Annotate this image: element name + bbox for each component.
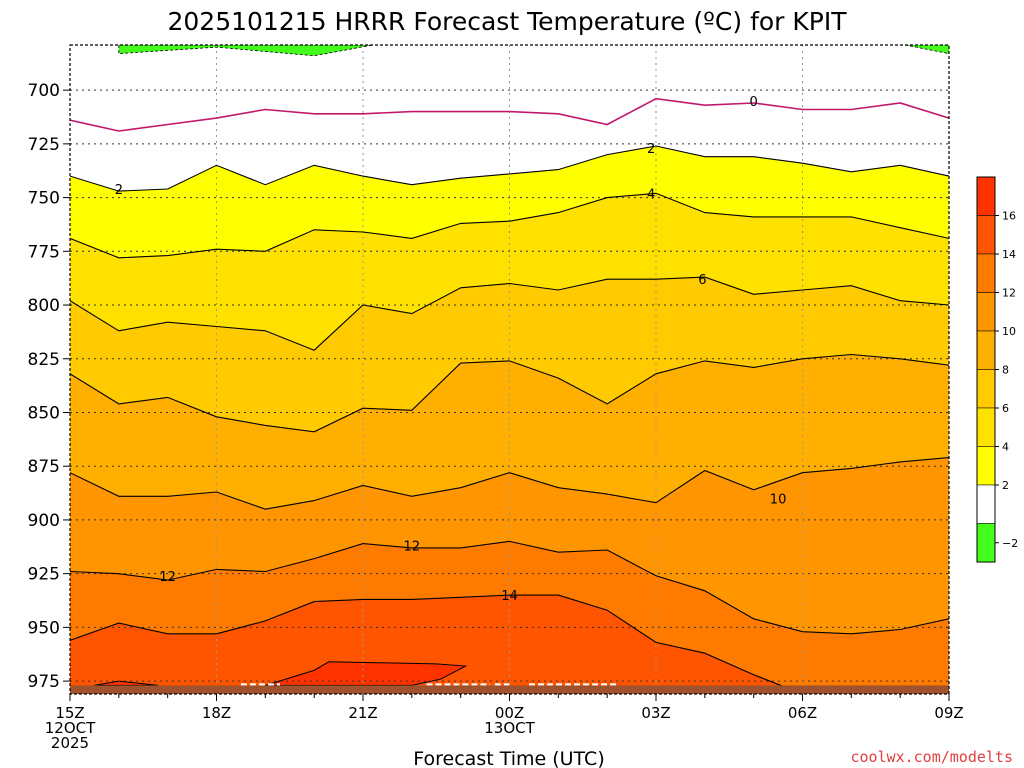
colorbar-legend: −2 2 4 6 8 10 12 14 16 <box>976 176 1018 563</box>
isotherm-4 <box>70 192 949 259</box>
isotherm-12 <box>70 540 949 635</box>
colorbar-label-16: 16 <box>1002 210 1016 223</box>
xtick-label: 13OCT <box>484 719 535 737</box>
y-axis-ticks: 700 725 750 775 800 825 850 875 900 925 950 975 <box>28 81 70 692</box>
xtick-label: 12OCT <box>45 719 96 737</box>
ytick-label-850: 850 <box>28 403 60 423</box>
colorbar-label-2: 2 <box>1002 479 1009 492</box>
ytick-label-725: 725 <box>28 135 60 155</box>
isotherm-10 <box>70 457 949 510</box>
isotherm-8 <box>70 353 949 433</box>
isotherm-labels: 0 2 2 4 6 10 12 12 14 <box>115 95 787 604</box>
colorbar-bin-10 <box>976 292 996 332</box>
chart-title: 2025101215 HRRR Forecast Temperature (ºC… <box>167 7 847 36</box>
colorbar-bin-14 <box>976 215 996 255</box>
band-12-to-14 <box>70 541 949 694</box>
ground-band <box>70 683 949 694</box>
ytick-label-775: 775 <box>28 242 60 262</box>
ytick-label-800: 800 <box>28 296 60 316</box>
xtick-label: 21Z <box>348 704 377 722</box>
isotherm-label-2: 2 <box>647 142 655 157</box>
colorbar-bin-16 <box>976 176 996 216</box>
band-14-to-16 <box>70 595 949 694</box>
grid-lines <box>70 45 949 694</box>
isotherm-label-10: 10 <box>770 492 787 507</box>
colorbar-label-4: 4 <box>1002 441 1009 454</box>
colorbar-bin-8 <box>976 330 996 370</box>
ytick-label-900: 900 <box>28 511 60 531</box>
band-4-to-6 <box>70 193 949 351</box>
colorbar-bin-12 <box>976 253 996 293</box>
ytick-label-950: 950 <box>28 618 60 638</box>
isotherm-6 <box>70 276 949 351</box>
ytick-label-750: 750 <box>28 189 60 209</box>
isotherm-lines <box>70 97 949 694</box>
xtick-label: 18Z <box>202 704 231 722</box>
xtick-label: 03Z <box>641 704 670 722</box>
watermark-text: coolwx.com/modelts <box>850 748 1013 766</box>
colorbar-bin-4 <box>976 407 996 447</box>
colorbar-label-12: 12 <box>1002 287 1016 300</box>
temperature-fill-bands <box>70 45 949 694</box>
colorbar-label-8: 8 <box>1002 364 1009 377</box>
isotherm-2 <box>70 145 949 192</box>
ytick-label-975: 975 <box>28 672 60 692</box>
colorbar-label--2: −2 <box>1002 537 1018 550</box>
colorbar-bin--4 <box>976 523 996 563</box>
isotherm-label-12: 12 <box>159 570 176 585</box>
band-6-to-8 <box>70 277 949 432</box>
isotherm-0 <box>70 97 949 132</box>
colorbar-label-10: 10 <box>1002 325 1016 338</box>
ytick-label-875: 875 <box>28 457 60 477</box>
cold-pocket-left <box>118 45 373 57</box>
cold-pocket-right <box>904 45 949 55</box>
isotherm-label-0: 0 <box>750 95 758 110</box>
isotherm-label-4: 4 <box>647 187 655 202</box>
isotherm-label-12: 12 <box>404 540 421 555</box>
isotherm-label-6: 6 <box>698 273 706 288</box>
xtick-label: 06Z <box>788 704 817 722</box>
colorbar-label-14: 14 <box>1002 248 1016 261</box>
colorbar-bin-6 <box>976 369 996 409</box>
xtick-label: 00Z <box>495 704 524 722</box>
isotherm-label-2: 2 <box>115 183 123 198</box>
colorbar-bin-2 <box>976 446 996 486</box>
xtick-label: 2025 <box>51 734 89 752</box>
isotherm-14 <box>70 594 949 694</box>
band-0-to-2 <box>70 98 949 192</box>
colorbar-label-6: 6 <box>1002 402 1009 415</box>
ytick-label-825: 825 <box>28 350 60 370</box>
ytick-label-700: 700 <box>28 81 60 101</box>
band-8-to-10 <box>70 354 949 510</box>
xtick-label: 15Z <box>55 704 84 722</box>
isotherm-label-14: 14 <box>501 589 518 604</box>
ytick-label-925: 925 <box>28 565 60 585</box>
band-10-to-12 <box>70 457 949 634</box>
xtick-label: 09Z <box>934 704 963 722</box>
colorbar-bin-0 <box>976 484 996 524</box>
x-axis-label: Forecast Time (UTC) <box>413 748 604 768</box>
ground-below-surface <box>70 685 949 694</box>
